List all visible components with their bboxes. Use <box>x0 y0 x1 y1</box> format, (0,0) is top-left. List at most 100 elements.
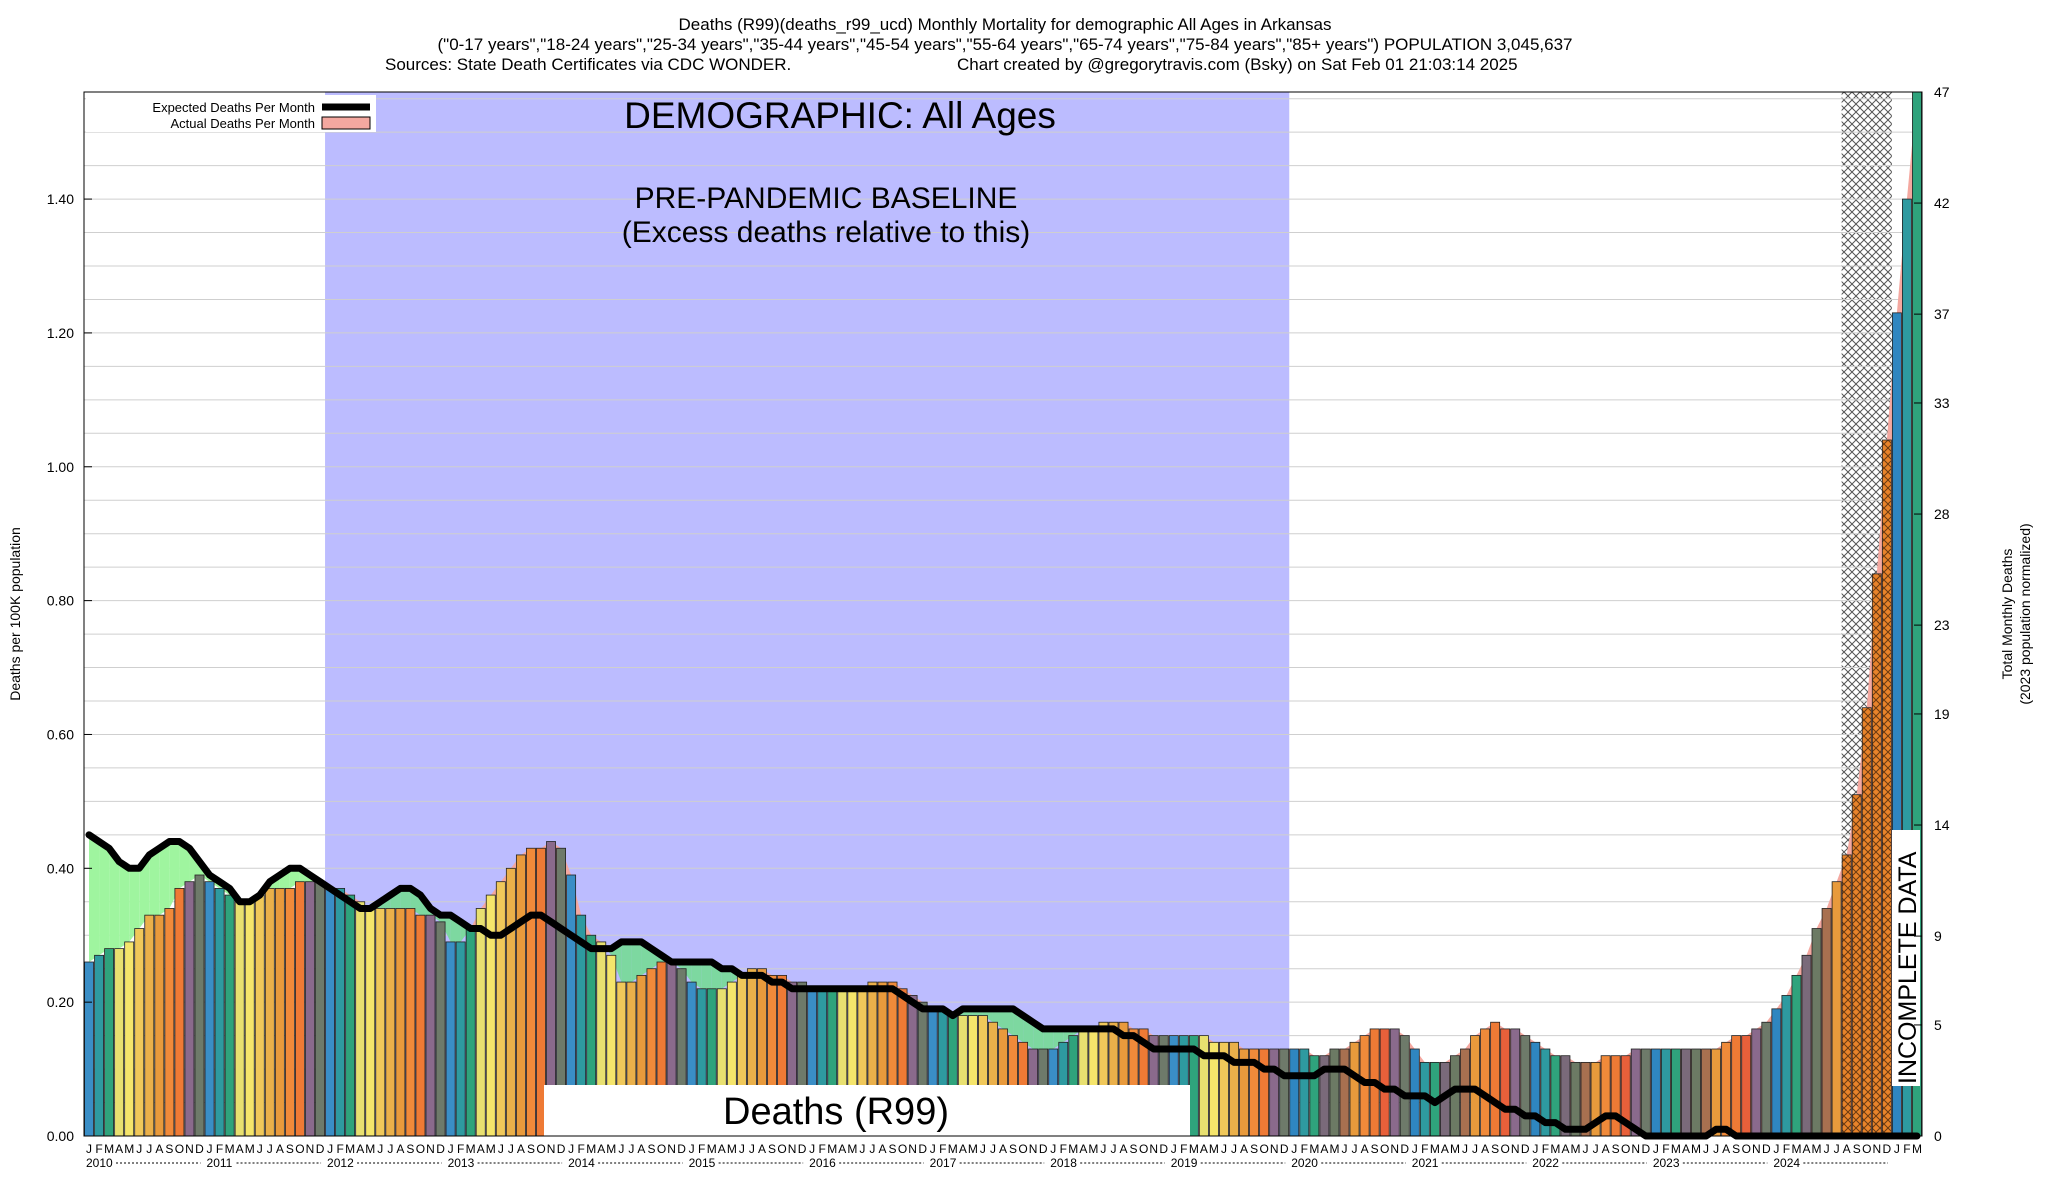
month-label: J <box>1653 1142 1659 1156</box>
month-label: A <box>1843 1142 1851 1156</box>
year-label-bg <box>1169 1156 1200 1168</box>
year-label-bg <box>326 1156 357 1168</box>
actual-bar <box>1299 1048 1310 1137</box>
deficit-area <box>99 841 110 956</box>
month-label: F <box>577 1142 584 1156</box>
actual-bar <box>475 908 486 1137</box>
month-label: D <box>1762 1142 1771 1156</box>
cause-label: Deaths (R99) <box>723 1091 949 1133</box>
month-label: F <box>1662 1142 1669 1156</box>
month-label: M <box>1309 1142 1319 1156</box>
month-label: J <box>267 1142 273 1156</box>
incomplete-data-label: INCOMPLETE DATA <box>1894 851 1922 1084</box>
month-label: A <box>1722 1142 1730 1156</box>
month-label: M <box>245 1142 255 1156</box>
actual-bar <box>1329 1048 1340 1137</box>
month-label: A <box>236 1142 244 1156</box>
year-label-bg <box>928 1156 959 1168</box>
month-label: M <box>847 1142 857 1156</box>
month-label: J <box>146 1142 152 1156</box>
month-label: D <box>1159 1142 1168 1156</box>
month-label: J <box>1291 1142 1297 1156</box>
month-label: S <box>1130 1142 1138 1156</box>
month-label: N <box>1511 1142 1520 1156</box>
month-label: D <box>557 1142 566 1156</box>
actual-bar <box>445 941 456 1137</box>
month-label: M <box>968 1142 978 1156</box>
actual-bar <box>505 867 516 1137</box>
actual-bar <box>365 908 376 1137</box>
deficit-area <box>992 1008 1003 1029</box>
month-label: S <box>286 1142 294 1156</box>
month-label: M <box>104 1142 114 1156</box>
actual-bar <box>1821 908 1832 1137</box>
month-label: F <box>95 1142 102 1156</box>
actual-bar <box>284 887 295 1137</box>
baseline-label-line2: (Excess deaths relative to this) <box>622 216 1031 249</box>
legend: Expected Deaths Per Month Actual Deaths … <box>86 95 376 132</box>
month-label: J <box>1171 1142 1177 1156</box>
actual-bar <box>1339 1048 1350 1137</box>
month-label: M <box>1791 1142 1801 1156</box>
year-label-bg <box>1651 1156 1682 1168</box>
actual-bar <box>1721 1041 1732 1137</box>
month-label: F <box>1903 1142 1910 1156</box>
actual-bar <box>495 881 506 1137</box>
month-label: A <box>597 1142 605 1156</box>
actual-bar <box>1349 1041 1360 1137</box>
deficit-area <box>621 941 632 983</box>
actual-bar <box>104 948 115 1137</box>
month-label: A <box>1802 1142 1810 1156</box>
month-label: M <box>1570 1142 1580 1156</box>
chart-credit: Chart created by @gregorytravis.com (Bsk… <box>957 55 1518 74</box>
actual-bar <box>1630 1048 1641 1137</box>
month-label: A <box>718 1142 726 1156</box>
month-label: J <box>809 1142 815 1156</box>
month-label: J <box>86 1142 92 1156</box>
month-label: A <box>155 1142 163 1156</box>
actual-bar <box>1831 881 1842 1137</box>
month-label: J <box>1593 1142 1599 1156</box>
month-label: A <box>115 1142 123 1156</box>
expected-line-group <box>85 831 1921 1140</box>
month-label: J <box>1583 1142 1589 1156</box>
actual-bar <box>315 881 325 1137</box>
actual-bar <box>1861 707 1872 1137</box>
month-label: J <box>327 1142 333 1156</box>
month-label: M <box>1088 1142 1098 1156</box>
month-label: J <box>498 1142 504 1156</box>
month-label: J <box>628 1142 634 1156</box>
month-label: N <box>908 1142 917 1156</box>
year-label-bg <box>1772 1156 1803 1168</box>
month-label: S <box>1732 1142 1740 1156</box>
month-label: J <box>387 1142 393 1156</box>
actual-bar <box>1671 1048 1681 1137</box>
month-label: A <box>999 1142 1007 1156</box>
month-label: F <box>1783 1142 1790 1156</box>
month-label: J <box>1713 1142 1719 1156</box>
deficit-area <box>1043 1028 1054 1049</box>
month-label: N <box>1270 1142 1279 1156</box>
y2-tick-label: 47 <box>1934 84 1950 100</box>
year-label: 2024 <box>1773 1156 1800 1170</box>
month-label: J <box>1462 1142 1468 1156</box>
month-label: S <box>647 1142 655 1156</box>
actual-bar <box>1851 794 1862 1137</box>
deficit-area <box>611 941 622 983</box>
actual-bar <box>1610 1055 1621 1137</box>
actual-bar <box>1660 1048 1671 1137</box>
actual-bar <box>465 928 476 1137</box>
month-label: J <box>1100 1142 1106 1156</box>
actual-bar <box>1309 1055 1320 1137</box>
year-label: 2012 <box>327 1156 354 1170</box>
month-label: N <box>1029 1142 1038 1156</box>
year-label: 2018 <box>1050 1156 1077 1170</box>
month-label: J <box>1110 1142 1116 1156</box>
actual-bar <box>1570 1061 1581 1137</box>
month-label: A <box>1441 1142 1449 1156</box>
month-label: J <box>257 1142 263 1156</box>
month-label: J <box>618 1142 624 1156</box>
month-label: A <box>517 1142 525 1156</box>
actual-bar <box>1731 1035 1742 1137</box>
